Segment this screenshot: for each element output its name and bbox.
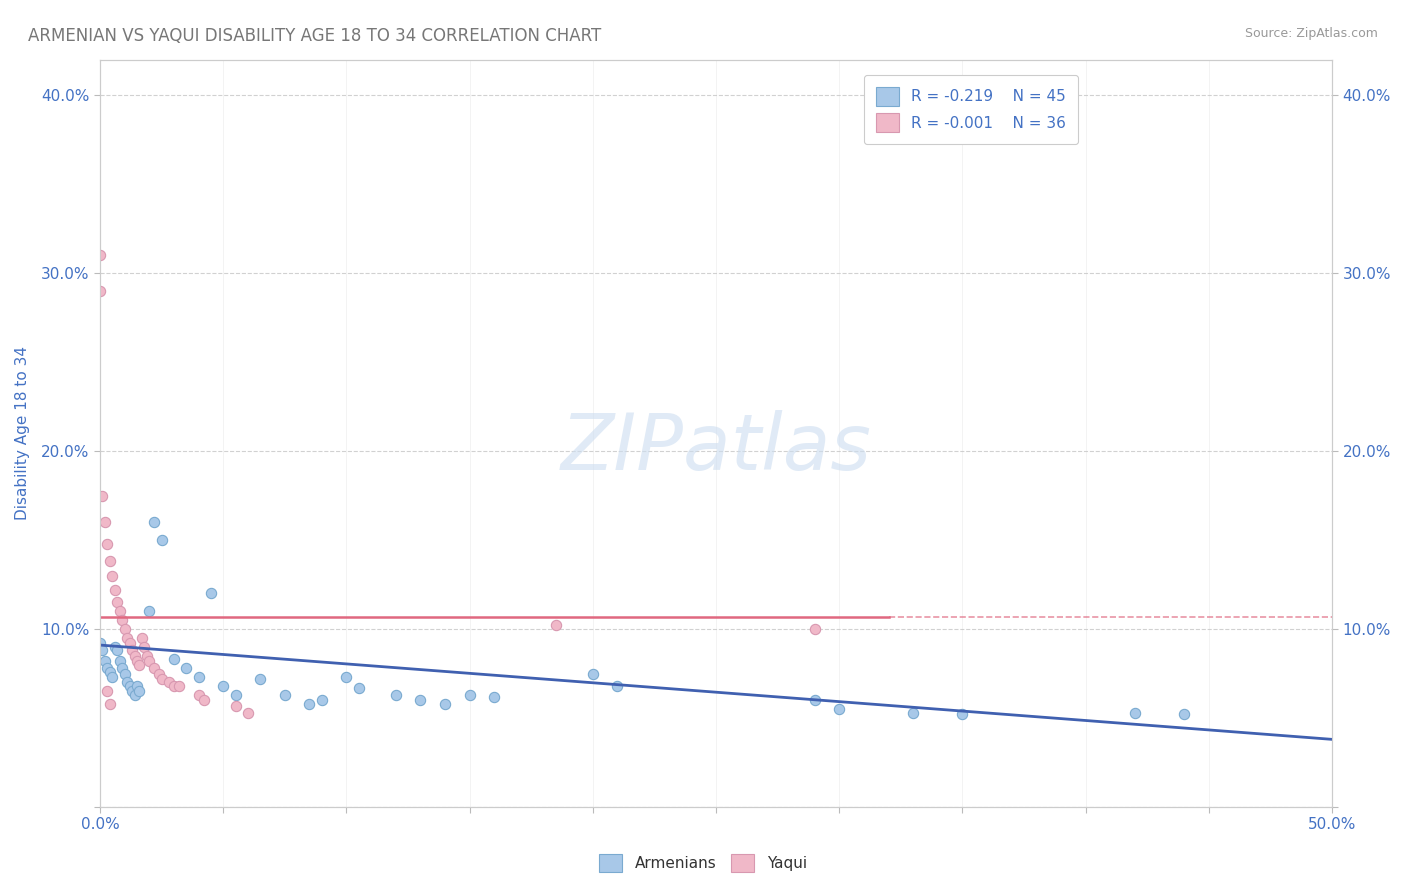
- Point: [96, 684, 118, 698]
- Point: [114, 666, 136, 681]
- Point: [94, 515, 117, 529]
- Point: [98, 554, 121, 568]
- Point: [108, 654, 131, 668]
- Point: [91, 489, 114, 503]
- Point: [163, 679, 186, 693]
- Point: [101, 568, 124, 582]
- Point: [89, 636, 111, 650]
- Point: [582, 666, 605, 681]
- Point: [200, 586, 222, 600]
- Text: Source: ZipAtlas.com: Source: ZipAtlas.com: [1244, 27, 1378, 40]
- Point: [138, 604, 160, 618]
- Point: [606, 679, 628, 693]
- Point: [803, 622, 825, 636]
- Point: [335, 670, 357, 684]
- Point: [131, 631, 153, 645]
- Point: [157, 675, 180, 690]
- Text: ZIPatlas: ZIPatlas: [561, 410, 872, 486]
- Point: [89, 284, 111, 298]
- Point: [94, 654, 117, 668]
- Point: [298, 697, 321, 711]
- Point: [96, 536, 118, 550]
- Point: [174, 661, 197, 675]
- Point: [115, 631, 138, 645]
- Point: [91, 643, 114, 657]
- Point: [458, 688, 481, 702]
- Point: [384, 688, 406, 702]
- Point: [187, 670, 209, 684]
- Point: [434, 697, 457, 711]
- Point: [124, 688, 146, 702]
- Point: [187, 688, 209, 702]
- Point: [952, 707, 974, 722]
- Point: [111, 661, 134, 675]
- Point: [143, 661, 166, 675]
- Point: [236, 706, 259, 720]
- Point: [193, 693, 215, 707]
- Point: [274, 688, 297, 702]
- Point: [89, 248, 111, 262]
- Point: [249, 672, 271, 686]
- Point: [124, 648, 146, 663]
- Legend: R = -0.219    N = 45, R = -0.001    N = 36: R = -0.219 N = 45, R = -0.001 N = 36: [863, 75, 1078, 145]
- Point: [150, 533, 173, 547]
- Point: [148, 666, 170, 681]
- Point: [104, 640, 127, 654]
- Point: [125, 654, 148, 668]
- Point: [104, 582, 127, 597]
- Point: [1123, 706, 1146, 720]
- Point: [118, 679, 141, 693]
- Point: [225, 688, 247, 702]
- Point: [143, 515, 166, 529]
- Point: [225, 698, 247, 713]
- Point: [138, 654, 160, 668]
- Point: [98, 697, 121, 711]
- Point: [163, 652, 186, 666]
- Point: [121, 684, 143, 698]
- Point: [484, 690, 506, 704]
- Point: [134, 640, 156, 654]
- Legend: Armenians, Yaqui: Armenians, Yaqui: [592, 846, 814, 880]
- Point: [96, 661, 118, 675]
- Text: ARMENIAN VS YAQUI DISABILITY AGE 18 TO 34 CORRELATION CHART: ARMENIAN VS YAQUI DISABILITY AGE 18 TO 3…: [28, 27, 602, 45]
- Point: [803, 693, 825, 707]
- Point: [544, 618, 567, 632]
- Point: [98, 665, 121, 679]
- Point: [105, 643, 128, 657]
- Point: [311, 693, 333, 707]
- Point: [118, 636, 141, 650]
- Point: [105, 595, 128, 609]
- Point: [108, 604, 131, 618]
- Point: [115, 675, 138, 690]
- Point: [212, 679, 235, 693]
- Point: [101, 670, 124, 684]
- Point: [111, 613, 134, 627]
- Point: [114, 622, 136, 636]
- Point: [135, 648, 157, 663]
- Y-axis label: Disability Age 18 to 34: Disability Age 18 to 34: [15, 346, 30, 520]
- Point: [1173, 707, 1195, 722]
- Point: [409, 693, 432, 707]
- Point: [828, 702, 851, 716]
- Point: [167, 679, 190, 693]
- Point: [125, 679, 148, 693]
- Point: [901, 706, 924, 720]
- Point: [347, 681, 370, 695]
- Point: [128, 657, 150, 672]
- Point: [150, 672, 173, 686]
- Point: [121, 643, 143, 657]
- Point: [128, 684, 150, 698]
